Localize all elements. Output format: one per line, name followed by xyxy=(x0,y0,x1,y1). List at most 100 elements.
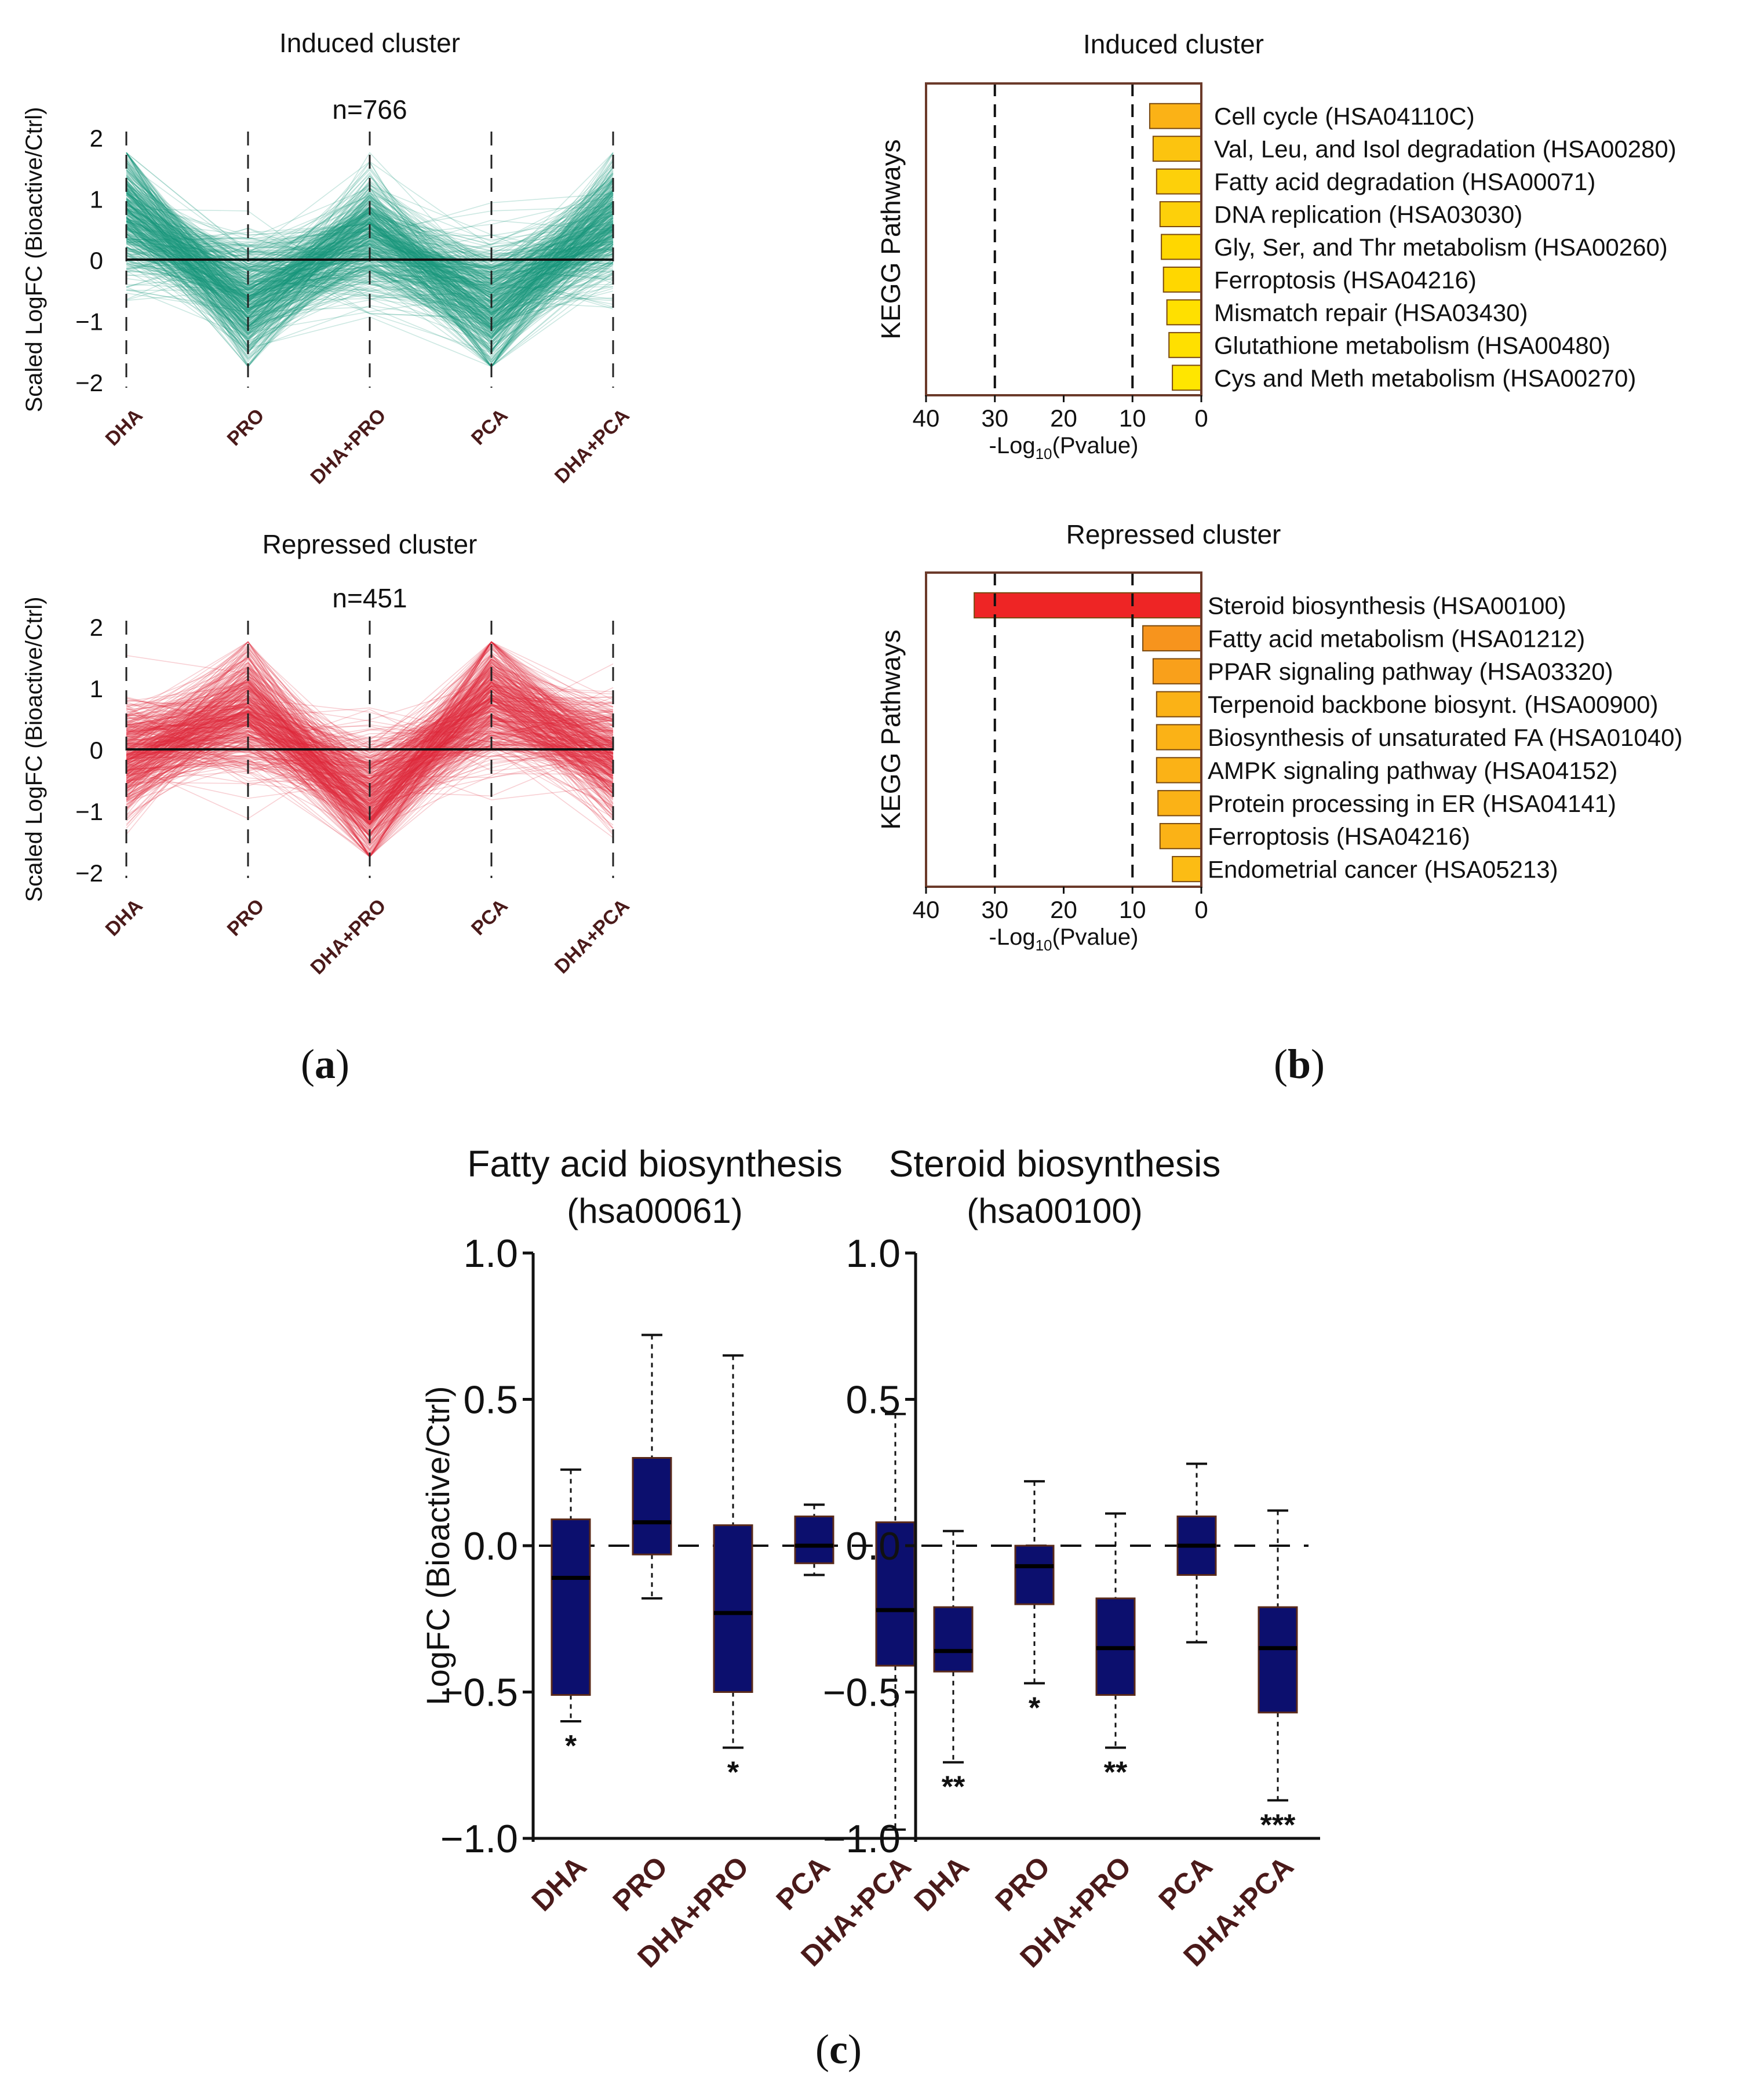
gene-profile-line xyxy=(126,202,614,329)
gene-profile-line xyxy=(126,191,614,304)
gene-profile-line xyxy=(126,222,614,274)
gene-profile-line xyxy=(126,172,614,326)
gene-profile-line xyxy=(126,152,614,355)
gene-profile-line xyxy=(126,650,614,799)
gene-profile-line xyxy=(126,682,614,807)
gene-profile-line xyxy=(126,699,614,825)
y-axis-label: Scaled LogFC (Bioactive/Ctrl) xyxy=(21,597,47,902)
gene-profile-line xyxy=(126,672,614,801)
gene-profile-line xyxy=(126,641,614,822)
gene-profile-line xyxy=(126,644,614,824)
gene-profile-line xyxy=(126,671,614,813)
gene-profile-line xyxy=(126,675,614,780)
gene-profile-line xyxy=(126,181,614,360)
iqr-box xyxy=(1014,1545,1055,1605)
gene-profile-line xyxy=(126,675,614,792)
gene-profile-line xyxy=(126,191,614,271)
gene-profile-line xyxy=(126,239,614,308)
gene-profile-line xyxy=(126,202,614,316)
gene-profile-line xyxy=(126,694,614,780)
gene-profile-line xyxy=(126,671,614,851)
gene-profile-line xyxy=(126,209,614,325)
gene-profile-line xyxy=(126,209,614,328)
y-axis-label: KEGG Pathways xyxy=(876,139,906,339)
gene-profile-line xyxy=(126,641,614,835)
gene-profile-line xyxy=(126,674,614,830)
gene-profile-line xyxy=(126,708,614,800)
significance-marker: ** xyxy=(942,1771,965,1804)
gene-profile-line xyxy=(126,686,614,806)
panel-label-a: (a) xyxy=(301,1041,349,1087)
gene-profile-line xyxy=(126,222,614,356)
y-tick-label: −0.5 xyxy=(823,1671,901,1715)
gene-profile-line xyxy=(126,213,614,309)
gene-profile-line xyxy=(126,223,614,298)
cluster-count: n=766 xyxy=(332,94,407,125)
gene-profile-line xyxy=(126,703,614,806)
iqr-box xyxy=(632,1457,672,1556)
gene-profile-line xyxy=(126,176,614,330)
gene-profile-line xyxy=(126,161,614,335)
gene-profile-line xyxy=(126,667,614,775)
gene-profile-line xyxy=(126,191,614,352)
gene-profile-line xyxy=(126,192,614,366)
gene-profile-line xyxy=(126,661,614,829)
gene-profile-line xyxy=(126,687,614,824)
gene-profile-line xyxy=(126,226,614,281)
gene-profile-line xyxy=(126,236,614,304)
significance-marker: ** xyxy=(1104,1755,1128,1789)
gene-profile-line xyxy=(126,194,614,294)
x-axis-label: -Log10(Pvalue) xyxy=(989,433,1139,462)
gene-profile-line xyxy=(126,737,614,779)
gene-profile-line xyxy=(126,179,614,347)
gene-profile-line xyxy=(126,169,614,319)
gene-profile-line xyxy=(126,214,614,318)
x-tick-label: 30 xyxy=(981,405,1008,432)
significance-marker: * xyxy=(565,1729,577,1763)
gene-profile-line xyxy=(126,175,614,333)
gene-profile-line xyxy=(126,199,614,304)
gene-profile-line xyxy=(126,696,614,759)
gene-profile-line xyxy=(126,705,614,759)
gene-profile-line xyxy=(126,645,614,792)
gene-profile-line xyxy=(126,690,614,828)
x-tick-label: 40 xyxy=(913,405,940,432)
gene-profile-line xyxy=(126,184,614,281)
gene-profile-line xyxy=(126,662,614,830)
y-tick-label: 0 xyxy=(90,247,103,274)
gene-profile-line xyxy=(126,716,614,825)
gene-profile-line xyxy=(126,194,614,319)
gene-profile-line xyxy=(126,684,614,847)
gene-profile-line xyxy=(126,706,614,805)
gene-profile-line xyxy=(126,687,614,782)
gene-profile-line xyxy=(126,244,614,267)
gene-profile-line xyxy=(126,191,614,334)
gene-profile-line xyxy=(126,709,614,771)
gene-profile-line xyxy=(126,669,614,825)
gene-profile-line xyxy=(126,655,614,850)
gene-profile-line xyxy=(126,159,614,367)
gene-profile-line xyxy=(126,658,614,844)
gene-profile-line xyxy=(126,216,614,318)
gene-profile-line xyxy=(126,210,614,327)
gene-profile-line xyxy=(126,194,614,316)
gene-profile-line xyxy=(126,162,614,324)
gene-profile-line xyxy=(126,666,614,825)
pathway-label: Cell cycle (HSA04110C) xyxy=(1214,103,1475,130)
gene-profile-line xyxy=(126,152,614,359)
gene-profile-line xyxy=(126,641,614,793)
y-tick-label: 0.0 xyxy=(845,1524,901,1568)
gene-profile-line xyxy=(126,183,614,304)
gene-profile-line xyxy=(126,161,614,367)
y-tick-label: −1.0 xyxy=(440,1817,518,1861)
gene-profile-line xyxy=(126,175,614,331)
gene-profile-line xyxy=(126,199,614,332)
gene-profile-line xyxy=(126,641,614,851)
gene-profile-line xyxy=(126,663,614,825)
gene-profile-line xyxy=(126,673,614,824)
gene-profile-line xyxy=(126,199,614,321)
gene-profile-line xyxy=(126,716,614,748)
gene-profile-line xyxy=(126,190,614,328)
gene-profile-line xyxy=(126,231,614,305)
